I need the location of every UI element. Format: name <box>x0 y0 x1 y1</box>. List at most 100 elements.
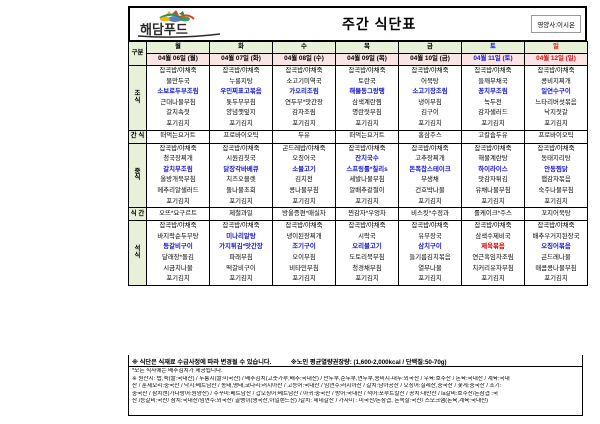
side-dish: 포기김치 <box>355 197 379 205</box>
side-dish: 물만두국 <box>166 77 190 85</box>
day-header-2: 수 <box>272 41 336 54</box>
meal-cell: 잡곡밥/야채죽 청국장찌개 갈치무조림 올방개묵무침 메추리알샐러드 포기김치 <box>146 142 210 209</box>
side-dish: 갈치속젓 <box>166 109 190 117</box>
side-dish: 양념깻잎지 <box>226 109 256 117</box>
side-dish: 감자조림 <box>292 109 316 117</box>
haedam-food-logo: 해담푸드 <box>132 10 227 38</box>
day-header-row: 구분 월 화 수 목 금 토 일 <box>128 41 588 66</box>
side-dish: 감자샐러드 <box>478 109 508 117</box>
day-header-0: 월 <box>146 41 210 54</box>
side-dish: 올방개묵무침 <box>160 176 196 184</box>
side-dish: 포기김치 <box>355 119 379 127</box>
side-dish: 포기김치 <box>292 275 316 283</box>
side-dish: 청국장찌개 <box>163 155 193 163</box>
meal-cell: 잡곡밥/야채죽 냉이된장찌개 조기구이 오이무침 비타민무침 포기김치 <box>272 220 336 286</box>
side-dish: 포기김치 <box>418 197 442 205</box>
main-dish: 닭장각바베큐 <box>223 165 259 173</box>
side-dish: 열무나물 <box>418 264 442 272</box>
side-dish: 잡곡밥/야채죽 <box>159 144 197 152</box>
side-dish: 냉이무침 <box>418 98 442 106</box>
side-dish: 유부장국 <box>418 232 442 240</box>
main-dish: 제육볶음 <box>481 243 505 251</box>
side-dish: 잡곡밥/야채죽 <box>222 144 260 152</box>
side-dish: 매콤콩나물무침 <box>535 264 577 272</box>
date-header-1: 04월 07일 (화) <box>209 53 273 66</box>
side-dish: 잡곡밥/야채죽 <box>537 67 575 74</box>
snack-cell: 꼬지어묵탕 <box>524 207 588 222</box>
side-dish: 연두부*맛간장 <box>285 98 323 106</box>
main-dish: 소보로두부조림 <box>157 88 199 96</box>
side-dish: 포기김치 <box>166 197 190 205</box>
side-dish: 잡곡밥/야채죽 <box>222 222 260 230</box>
side-dish: 잡곡밥/야채죽 <box>159 67 197 74</box>
snack-cell: 롤케이크*주스 <box>461 207 525 222</box>
snack-cell: 떠먹는요거트 <box>335 129 399 144</box>
side-dish: 배추우거지된장국 <box>532 232 580 240</box>
date-header-2: 04월 08일 (수) <box>272 53 336 66</box>
side-dish: 잡곡밥/야채죽 <box>348 144 386 152</box>
side-dish: 근대나물무침 <box>160 98 196 106</box>
side-dish: 연근흑임자조림 <box>472 253 514 261</box>
side-dish: 잡곡밥/야채죽 <box>348 67 386 74</box>
day-header-4: 금 <box>398 41 462 54</box>
meal-cell: 잡곡밥/야채죽 고추장찌개 돈폭찹스테이크 무생채 건호박나물 포기김치 <box>398 142 462 209</box>
nutritionist-label: 영양사:이시온 <box>531 15 581 33</box>
origin-line: *모든 식사에는 배추김치가 제공됩니다. <box>132 368 223 374</box>
side-dish: 포기김치 <box>544 275 568 283</box>
side-dish: 해물계란탕 <box>478 155 508 163</box>
page-title: 주간 식단표 <box>342 16 417 32</box>
side-dish: 포기김치 <box>481 197 505 205</box>
side-dish: 시락국 <box>358 232 376 240</box>
side-dish: 포기김치 <box>166 119 190 127</box>
side-dish: 삼색수제비국 <box>475 232 511 240</box>
side-dish: 청경채무침 <box>352 264 382 272</box>
main-dish: 가오리조림 <box>289 88 319 96</box>
side-dish: 숙주나물무침 <box>538 186 574 194</box>
side-dish: 느타리버섯볶음 <box>535 98 577 106</box>
weekly-menu-table: 구분 월 화 수 목 금 토 일 04월 06일 (월) 04월 07일 (화) 04월 08일 (… <box>128 41 588 286</box>
menu-table-body: 구분 월 화 수 목 금 토 일 04월 06일 (월) 04월 07일 (화) 04월 08일 (… <box>128 41 588 286</box>
meal-cell: 잡곡밥/야채죽 시락국 오리불고기 도토리묵무침 청경채무침 포기김치 <box>335 220 399 286</box>
main-dish: 해물동그랑땡 <box>349 88 385 96</box>
side-dish: 포기김치 <box>418 119 442 127</box>
origin-line: 중국산 / 참치캔(가다랑어:원양산) / 주꾸미:베트남산 / 갑오징어:베트… <box>132 390 499 397</box>
date-header-0: 04월 06일 (월) <box>146 53 210 66</box>
side-dish: 돌나물초회 <box>226 186 256 194</box>
snack-cell: 고칼슘두유 <box>461 129 525 144</box>
side-dish: 도토리묵무침 <box>349 253 385 261</box>
side-dish: 햄감자볶음 <box>541 176 571 184</box>
side-dish: 삼색계란찜 <box>352 98 382 106</box>
side-dish: 포기김치 <box>292 197 316 205</box>
side-dish: 잡곡밥/야채죽 <box>474 144 512 152</box>
snack-cell: 프로바이오틱 <box>524 129 588 144</box>
meal-cell: 곤드레밥/야채죽 오징어국 소불고기 김치전 콩나물무침 포기김치 <box>272 142 336 209</box>
meal-cell: 잡곡밥/야채죽 해물계란탕 하이라이스 맛감자튀김 유채나물무침 포기김치 <box>461 142 525 209</box>
main-dish: 꽁치무조림 <box>478 88 508 96</box>
side-dish: 곤드레나물 <box>541 253 571 261</box>
side-dish: 잡곡밥/야채죽 <box>474 67 512 74</box>
side-dish: 잡곡밥/야채죽 <box>411 144 449 152</box>
snack-cell: 제철과일 <box>209 207 273 222</box>
side-dish: 잡곡밥/야채죽 <box>537 144 575 152</box>
side-dish: 치커리유자무침 <box>472 264 514 272</box>
snack-cell: 방울증편*매실차 <box>272 207 336 222</box>
menu-row-2: 중 식 잡곡밥/야채죽 청국장찌개 갈치무조림 올방개묵무침 메추리알샐러드 포기김치 잡곡밥/… <box>128 142 588 209</box>
side-dish: 녹두전 <box>484 98 502 106</box>
origin-line: 산 /등갈비:국산/ 삼치:국내산/임연수:외국산/ 골뱅이(영국산,아일랜드산… <box>132 398 489 405</box>
main-dish: 등갈비구이 <box>163 243 193 251</box>
origin-line: 산 / 훈제오리:중국산 / 낙지:베트남산 / 동태,명태,코다리:러시아산 … <box>132 383 502 390</box>
side-dish: 포기김치 <box>166 275 190 283</box>
side-dish: 포기김치 <box>544 197 568 205</box>
side-dish: 잡곡밥/야채죽 <box>348 222 386 230</box>
side-dish: 잡곡밥/야채죽 <box>474 222 512 230</box>
meal-cell: 잡곡밥/야채죽 배추우거지된장국 오징어볶음 곤드레나물 매콤콩나물무침 포기김치 <box>524 220 588 286</box>
side-dish: 바지락순두부탕 <box>157 232 199 240</box>
main-dish: 조기구이 <box>292 243 316 251</box>
side-dish: 유채나물무침 <box>475 186 511 194</box>
meal-cell: 잡곡밥/야채죽 동태지리탕 안동찜닭 햄감자볶음 숙주나물무침 포기김치 <box>524 142 588 209</box>
side-dish: 고추장찌개 <box>415 155 445 163</box>
main-dish: 우민찌표고볶음 <box>220 88 262 96</box>
side-dish: 누룽지탕 <box>229 77 253 85</box>
side-dish: 세발나물무침 <box>349 176 385 184</box>
